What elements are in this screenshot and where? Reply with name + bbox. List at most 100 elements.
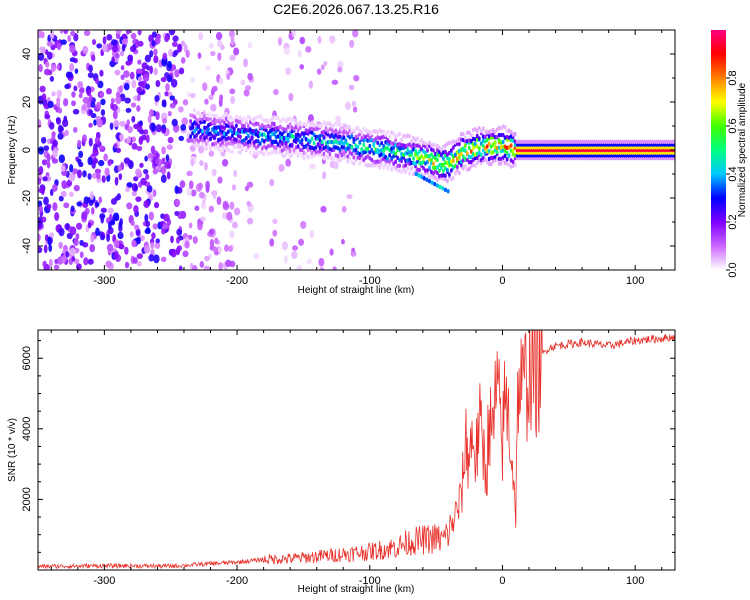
spectrogram-signal-cell <box>571 139 575 145</box>
spectrogram-noise-cell <box>144 54 151 63</box>
spectrogram-noise-cell <box>65 223 70 231</box>
spectrogram-signal-cell <box>213 125 216 130</box>
spectrogram-signal-cell <box>637 139 640 145</box>
spectrogram-signal-cell <box>268 124 272 130</box>
spectrogram-signal-cell <box>244 128 248 133</box>
spectrogram-signal-cell <box>664 139 668 145</box>
spectrogram-noise-cell <box>169 102 176 109</box>
spectrogram-noise-cell <box>46 203 52 210</box>
spectrogram-signal-cell <box>475 160 479 166</box>
spectrogram-noise-cell <box>106 233 110 243</box>
spectrogram-noise-cell <box>78 161 84 168</box>
spectrogram-signal-cell <box>227 141 230 146</box>
spectrogram-signal-cell <box>386 129 390 135</box>
spectrogram-noise-cell <box>118 221 123 229</box>
spectrogram-noise-cell <box>91 172 98 179</box>
spectrogram-signal-cell <box>195 137 198 142</box>
spectrogram-noise-cell <box>38 246 43 254</box>
spectrogram-signal-cell <box>234 123 238 128</box>
spectrogram-noise-cell <box>285 158 291 167</box>
spectrogram-signal-cell <box>422 156 425 161</box>
spectrogram-noise-cell <box>73 85 78 92</box>
y-tick-label: -20 <box>21 190 33 206</box>
spectrogram-signal-cell <box>647 139 650 145</box>
spectrogram-noise-cell <box>208 205 215 213</box>
spectrogram-noise-cell <box>113 214 120 222</box>
spectrogram-noise-cell <box>119 50 125 57</box>
spectrogram-noise-cell <box>243 58 249 68</box>
spectrogram-noise-cell <box>216 196 222 205</box>
spectrogram-noise-cell <box>253 252 259 260</box>
x-tick-label: -100 <box>359 275 381 287</box>
spectrogram-noise-cell <box>38 52 45 61</box>
spectrogram-noise-cell <box>337 66 343 73</box>
spectrogram-signal-cell <box>499 132 503 138</box>
spectrogram-signal-cell <box>438 168 441 173</box>
spectrogram-noise-cell <box>119 133 124 142</box>
spectrogram-signal-cell <box>589 139 593 145</box>
spectrogram-signal-cell <box>525 139 529 145</box>
spectrogram-noise-cell <box>230 34 235 43</box>
colorbar-tick-label: 0.8 <box>727 70 739 85</box>
spectrogram-noise-cell <box>277 36 283 46</box>
spectrogram-noise-cell <box>81 211 88 220</box>
spectrogram-noise-cell <box>181 117 189 126</box>
spectrogram-noise-cell <box>99 69 104 77</box>
spectrogram-signal-cell <box>368 150 372 155</box>
spectrogram-signal-cell <box>225 111 228 117</box>
spectrogram-noise-cell <box>229 54 234 61</box>
spectrogram-dip-cell <box>443 187 448 193</box>
spectrogram-signal-cell <box>358 155 362 161</box>
spectrogram-signal-cell <box>342 129 346 135</box>
spectrogram-signal-cell <box>467 130 471 135</box>
spectrogram-noise-cell <box>217 247 222 253</box>
spectrogram-noise-cell <box>186 187 192 197</box>
spectrogram-signal-cell <box>244 118 248 123</box>
spectrogram-noise-cell <box>109 213 113 221</box>
spectrogram-noise-cell <box>119 120 126 127</box>
spectrogram-x-ticks: -300 -200 -100 0 100 <box>50 30 663 287</box>
spectrogram-noise-cell <box>305 45 312 53</box>
spectrogram-signal-cell <box>238 134 242 140</box>
colorbar-label: Normalized spectral amplitude <box>737 82 748 217</box>
spectrogram-noise-cell <box>155 124 163 133</box>
spectrogram-noise-cell <box>135 230 141 237</box>
spectrogram-signal-cell <box>368 163 372 168</box>
spectrogram-noise-cell <box>38 219 43 229</box>
spectrogram-signal-cell <box>583 139 587 145</box>
spectrogram-noise-cell <box>170 235 174 244</box>
spectrogram-signal-cell <box>531 139 535 145</box>
spectrogram-noise-cell <box>143 244 151 254</box>
spectrogram-noise-cell <box>161 146 166 155</box>
spectrogram-noise-cell <box>182 99 189 106</box>
spectrogram-signal-cell <box>670 139 674 145</box>
spectrogram-signal-cell <box>489 144 493 149</box>
spectrogram-signal-cell <box>449 162 453 168</box>
spectrogram-signal-cell <box>358 139 362 145</box>
spectrogram-noise-cell <box>316 68 322 75</box>
spectrogram-signal-cell <box>666 139 670 145</box>
spectrogram-signal-cell <box>320 122 324 128</box>
spectrogram-noise-cell <box>323 60 328 67</box>
spectrogram-noise-cell <box>136 145 143 152</box>
spectrogram-noise-cell <box>164 72 170 79</box>
spectrogram-signal-cell <box>310 120 314 125</box>
spectrogram-signal-cell <box>408 157 411 162</box>
spectrogram-noise-cell <box>125 107 132 113</box>
spectrogram-noise-cell <box>63 202 70 209</box>
spectrogram-signal-cell <box>201 129 204 134</box>
spectrogram-signal-cell <box>643 139 646 145</box>
spectrogram-signal-cell <box>274 115 278 121</box>
spectrogram-signal-cell <box>362 142 366 147</box>
spectrogram-noise-cell <box>246 181 254 188</box>
spectrogram-signal-cell <box>231 121 234 126</box>
spectrogram-noise-cell <box>204 98 209 105</box>
spectrogram-signal-cell <box>250 145 254 151</box>
spectrogram-signal-cell <box>489 161 493 167</box>
spectrogram-noise-cell <box>210 51 216 57</box>
spectrogram-noise-cell <box>132 257 138 264</box>
spectrogram-noise-cell <box>70 205 75 213</box>
spectrogram-noise-cell <box>130 102 137 108</box>
spectrogram-signal-cell <box>205 146 208 151</box>
